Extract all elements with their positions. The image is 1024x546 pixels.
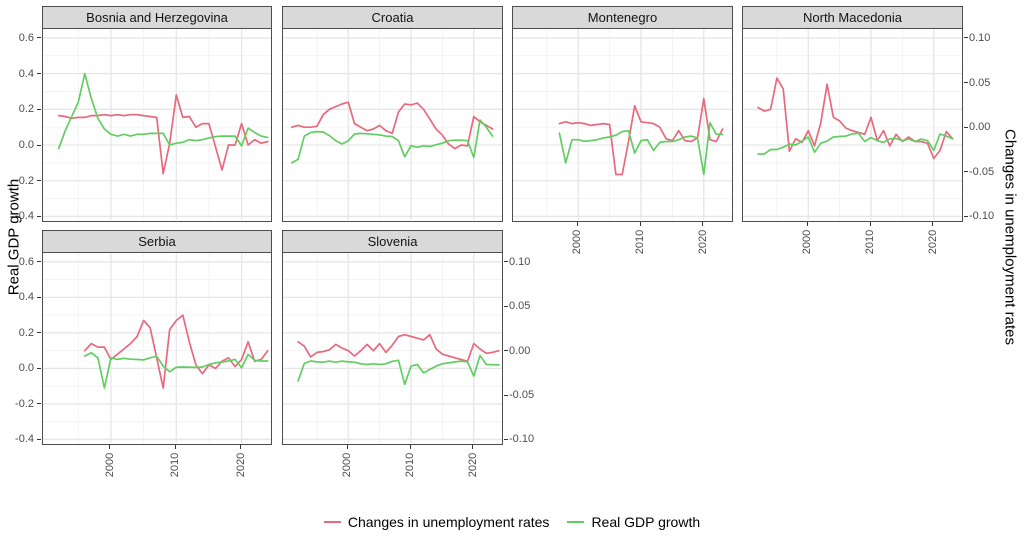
x-axis-tick bbox=[806, 222, 808, 226]
x-axis-label: 2020 bbox=[234, 452, 247, 478]
facet-title: Montenegro bbox=[587, 10, 658, 25]
panel-plot-bosnia bbox=[42, 29, 272, 222]
y-axis-tick bbox=[37, 438, 41, 440]
y-axis-label: 0.6 bbox=[18, 31, 34, 44]
y-axis-tick bbox=[37, 108, 41, 110]
y-axis-label: -0.4 bbox=[15, 210, 34, 223]
x-axis-tick bbox=[409, 445, 411, 449]
y-axis-label: -0.2 bbox=[15, 174, 34, 187]
facet-title: Serbia bbox=[138, 234, 176, 249]
y2-axis-label: 0.05 bbox=[969, 76, 991, 89]
legend-label: Real GDP growth bbox=[591, 514, 701, 530]
y2-axis-label: 0.00 bbox=[509, 344, 531, 357]
y2-axis-tick bbox=[504, 305, 508, 307]
y-axis-tick bbox=[37, 332, 41, 334]
x-axis-tick bbox=[869, 222, 871, 226]
y-axis-tick bbox=[37, 403, 41, 405]
y2-axis-tick bbox=[964, 171, 968, 173]
y2-axis-tick bbox=[504, 261, 508, 263]
y-axis-tick bbox=[37, 296, 41, 298]
x-axis-tick bbox=[174, 445, 176, 449]
panel-plot-montenegro bbox=[512, 29, 733, 222]
x-axis-tick bbox=[240, 445, 242, 449]
legend-label: Changes in unemployment rates bbox=[347, 514, 550, 530]
y2-axis-tick bbox=[504, 394, 508, 396]
x-axis-label: 2000 bbox=[801, 229, 814, 255]
y-axis-label: 0.2 bbox=[18, 103, 34, 116]
legend-key-line-green bbox=[567, 521, 585, 523]
y2-axis-label: 0.10 bbox=[969, 31, 991, 44]
x-axis-label: 2020 bbox=[466, 452, 479, 478]
panel-plot-serbia bbox=[42, 253, 272, 445]
legend-key-line-red bbox=[323, 521, 341, 523]
y-axis-label: 0.4 bbox=[18, 291, 34, 304]
x-axis-label: 2000 bbox=[571, 229, 584, 255]
facet-title: North Macedonia bbox=[803, 10, 902, 25]
x-axis-tick bbox=[346, 445, 348, 449]
facet-strip-bosnia: Bosnia and Herzegovina bbox=[42, 6, 272, 29]
y-axis-tick bbox=[37, 73, 41, 75]
left-axis-title: Real GDP growth bbox=[5, 178, 23, 296]
y2-axis-tick bbox=[964, 126, 968, 128]
x-axis-tick bbox=[109, 445, 111, 449]
y-axis-label: 0.4 bbox=[18, 67, 34, 80]
y-axis-tick bbox=[37, 261, 41, 263]
y2-axis-tick bbox=[964, 215, 968, 217]
y-axis-tick bbox=[37, 367, 41, 369]
y-axis-label: 0.0 bbox=[18, 139, 34, 152]
y2-axis-label: 0.00 bbox=[969, 121, 991, 134]
y-axis-tick bbox=[37, 144, 41, 146]
legend-item-gdp: Real GDP growth bbox=[567, 514, 700, 530]
y2-axis-label: -0.05 bbox=[509, 389, 535, 402]
facet-title: Slovenia bbox=[367, 234, 418, 249]
x-axis-tick bbox=[702, 222, 704, 226]
y-axis-tick bbox=[37, 215, 41, 217]
y-axis-label: -0.2 bbox=[15, 397, 34, 410]
facet-strip-croatia: Croatia bbox=[282, 6, 503, 29]
panel-plot-croatia bbox=[282, 29, 503, 222]
y2-axis-label: 0.05 bbox=[509, 300, 531, 313]
y2-axis-tick bbox=[504, 438, 508, 440]
y2-axis-label: -0.10 bbox=[969, 210, 995, 223]
facet-strip-north-macedonia: North Macedonia bbox=[742, 6, 963, 29]
y-axis-label: -0.4 bbox=[15, 433, 34, 446]
y2-axis-label: 0.10 bbox=[509, 255, 531, 268]
right-axis-title: Changes in unemployment rates bbox=[1001, 129, 1019, 345]
legend: Changes in unemployment rates Real GDP g… bbox=[0, 514, 1024, 530]
x-axis-tick bbox=[472, 445, 474, 449]
x-axis-tick bbox=[639, 222, 641, 226]
y-axis-tick bbox=[37, 180, 41, 182]
x-axis-label: 2000 bbox=[341, 452, 354, 478]
panel-plot-north-macedonia bbox=[742, 29, 963, 222]
y-axis-label: 0.6 bbox=[18, 255, 34, 268]
x-axis-label: 2010 bbox=[634, 229, 646, 255]
x-axis-label: 2010 bbox=[169, 452, 182, 478]
x-axis-label: 2000 bbox=[103, 452, 116, 478]
x-axis-label: 2020 bbox=[696, 229, 709, 255]
facet-title: Bosnia and Herzegovina bbox=[86, 10, 228, 25]
y2-axis-tick bbox=[964, 82, 968, 84]
facet-strip-serbia: Serbia bbox=[42, 230, 272, 253]
facet-strip-slovenia: Slovenia bbox=[282, 230, 503, 253]
y2-axis-label: -0.05 bbox=[969, 165, 995, 178]
y-axis-label: 0.2 bbox=[18, 326, 34, 339]
y-axis-tick bbox=[37, 37, 41, 39]
legend-item-unemployment: Changes in unemployment rates bbox=[323, 514, 550, 530]
x-axis-label: 2010 bbox=[404, 452, 416, 478]
x-axis-label: 2010 bbox=[864, 229, 876, 255]
panel-plot-slovenia bbox=[282, 253, 503, 445]
facet-strip-montenegro: Montenegro bbox=[512, 6, 733, 29]
y-axis-label: 0.0 bbox=[18, 362, 34, 375]
y2-axis-tick bbox=[964, 37, 968, 39]
x-axis-tick bbox=[576, 222, 578, 226]
x-axis-label: 2020 bbox=[926, 229, 939, 255]
facet-title: Croatia bbox=[371, 10, 414, 25]
y2-axis-tick bbox=[504, 350, 508, 352]
y2-axis-label: -0.10 bbox=[509, 433, 535, 446]
x-axis-tick bbox=[932, 222, 934, 226]
